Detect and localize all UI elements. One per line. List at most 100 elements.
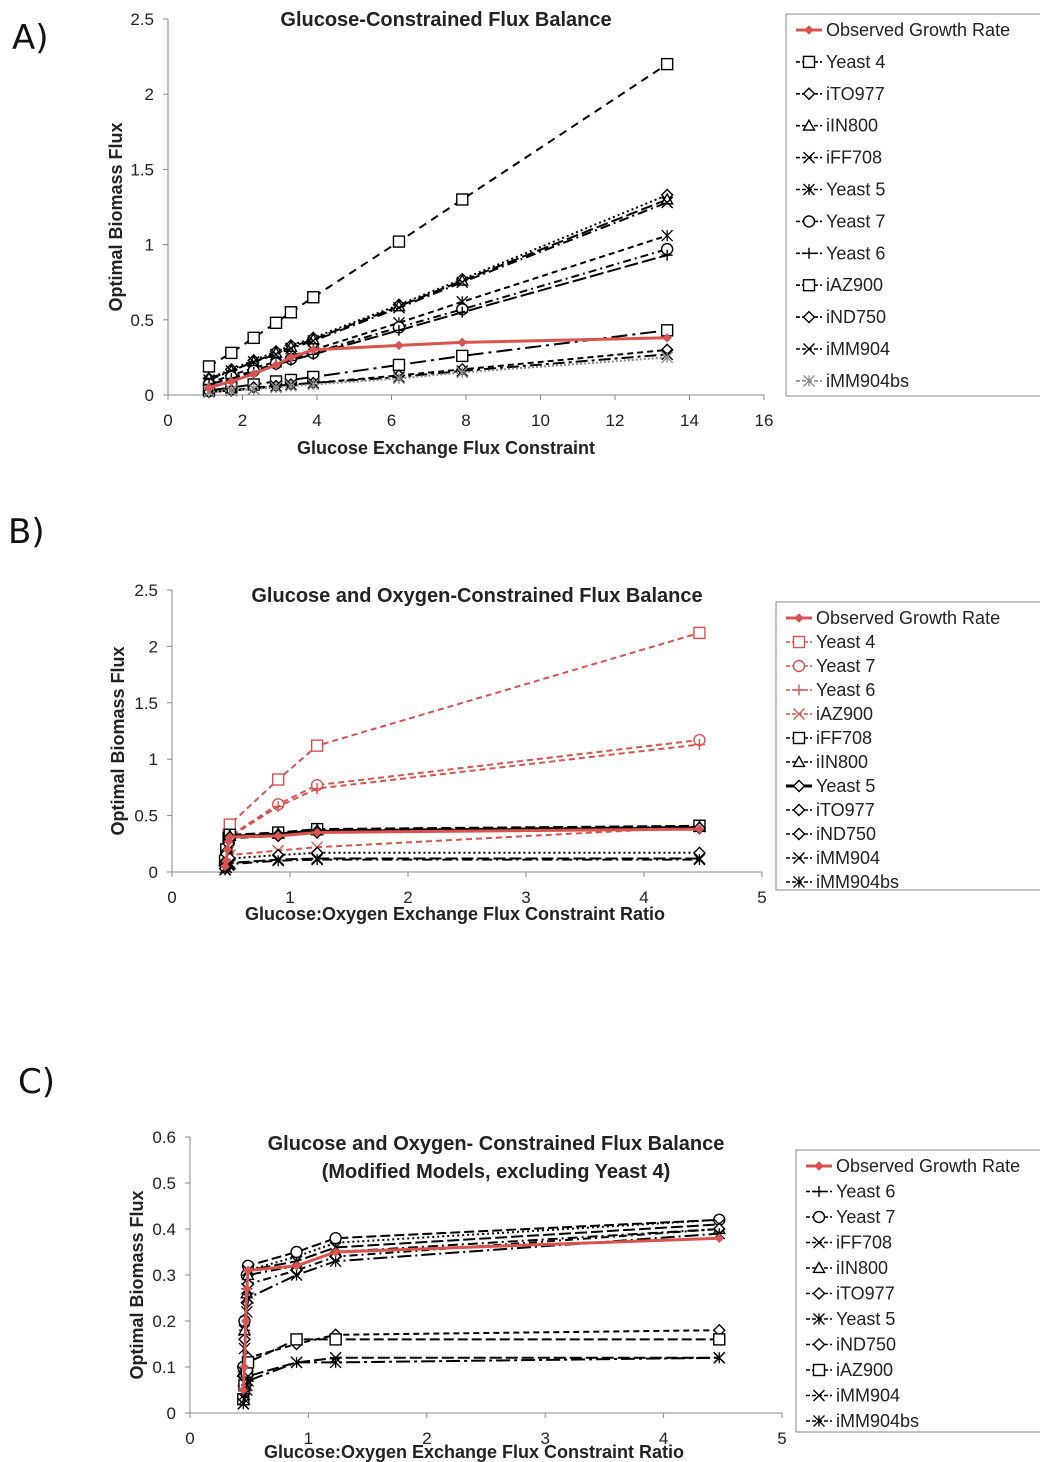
data-point [660,57,674,71]
data-point [329,1255,342,1268]
x-tick-label: 3 [521,888,530,907]
legend-label: Yeast 7 [826,211,885,231]
data-point [457,337,467,348]
panel-label-a: A) [12,18,49,58]
series-line [224,743,700,864]
legend-label: iND750 [816,824,876,844]
data-point [223,818,237,831]
data-point [394,340,404,351]
legend-label: Yeast 6 [836,1182,895,1202]
x-tick-label: 2 [422,1429,431,1448]
x-tick-label: 16 [755,411,774,430]
data-point [242,1284,252,1294]
data-point [290,1245,303,1259]
data-point [225,384,238,397]
data-point [661,196,674,209]
data-point [392,372,405,385]
legend-label: iIN800 [836,1258,888,1278]
series-iaz900 [237,1333,726,1406]
legend-swatch-marker [792,779,806,793]
data-point [238,1393,251,1406]
series-yeast-7 [218,733,706,870]
data-point [272,801,284,813]
series-yeast-6 [219,739,705,869]
y-tick-label: 1 [149,750,158,769]
data-point [330,1247,341,1257]
legend-label: iND750 [826,307,886,327]
x-tick-label: 4 [312,411,321,430]
data-point [456,193,469,206]
series-line [242,1356,720,1404]
chart-title: Glucose-Constrained Flux Balance [280,9,611,31]
legend-label: iMM904bs [836,1411,919,1431]
legend-swatch-marker [792,635,806,649]
legend-box [775,601,1040,891]
data-point [238,1385,248,1395]
y-tick-label: 2.5 [130,10,154,29]
x-axis-label: Glucose:Oxygen Exchange Flux Constraint … [245,904,665,924]
data-point [311,783,323,795]
series-line [223,827,700,867]
x-tick-label: 8 [461,411,470,430]
data-point [290,1333,303,1346]
data-point [202,360,216,373]
legend: Observed Growth Rate Yeast 4 iTO977 iIN800 i… [785,13,1040,397]
legend: Observed Growth Rate Yeast 4 Yeast 7 Yeast … [775,601,1040,892]
data-point [456,366,469,379]
series-line [208,234,668,384]
legend-label: iMM904 [836,1386,900,1406]
series-line [242,1218,720,1372]
data-point [456,276,469,289]
legend-box [785,13,1040,397]
y-tick-label: 0.4 [152,1220,176,1239]
x-tick-label: 0 [185,1429,194,1448]
panel-label-c: C) [18,1062,56,1102]
legend-label: iFF708 [826,148,882,168]
legend-label: iIN800 [816,752,868,772]
data-point [269,316,283,330]
data-point [272,854,285,867]
x-tick-label: 2 [238,411,247,430]
y-axis-label: Optimal Biomass Flux [108,646,128,835]
series-line [224,739,700,864]
series-observed-growth-rate [220,824,705,872]
legend-label: Yeast 4 [816,632,875,652]
series-line [224,851,700,869]
data-point [661,249,673,261]
x-tick-label: 14 [680,411,699,430]
legend-swatch-marker [813,1236,825,1249]
legend-label: Yeast 7 [816,656,875,676]
data-point [273,831,283,841]
legend-swatch-marker [802,87,816,101]
legend-swatch-marker [813,1415,825,1427]
legend-swatch-marker [802,55,816,69]
legend-swatch-marker [802,279,816,292]
x-tick-label: 0 [167,888,176,907]
data-point [291,1261,302,1271]
legend-label: Yeast 5 [826,180,885,200]
legend-label: Yeast 5 [816,776,875,796]
data-point [310,739,324,752]
y-tick-label: 2 [145,85,154,104]
series-line [224,858,700,871]
legend: Observed Growth Rate Yeast 6 Yeast 7 iFF708… [795,1149,1040,1433]
chart-3: 0 0.1 0.2 0.3 0.4 0.5 0.6 0 1 2 3 4 5 Glucose and Oxy… [127,1128,1040,1462]
series-line [241,1236,720,1391]
data-point [307,291,320,304]
legend-swatch-marker [812,1363,826,1377]
data-point [693,853,706,866]
legend-swatch-marker [804,25,814,35]
data-point [225,346,238,360]
legend-swatch-marker [802,310,816,324]
data-point [662,333,672,343]
legend-label: Yeast 6 [826,243,885,263]
legend-swatch-marker [803,343,815,355]
data-point [694,824,705,834]
legend-label: Observed Growth Rate [836,1156,1020,1176]
data-point [284,380,297,392]
legend-swatch-marker [793,708,805,720]
data-point [714,1233,724,1243]
data-point [240,1316,251,1326]
legend-label: iND750 [836,1335,896,1355]
data-point [693,739,705,751]
